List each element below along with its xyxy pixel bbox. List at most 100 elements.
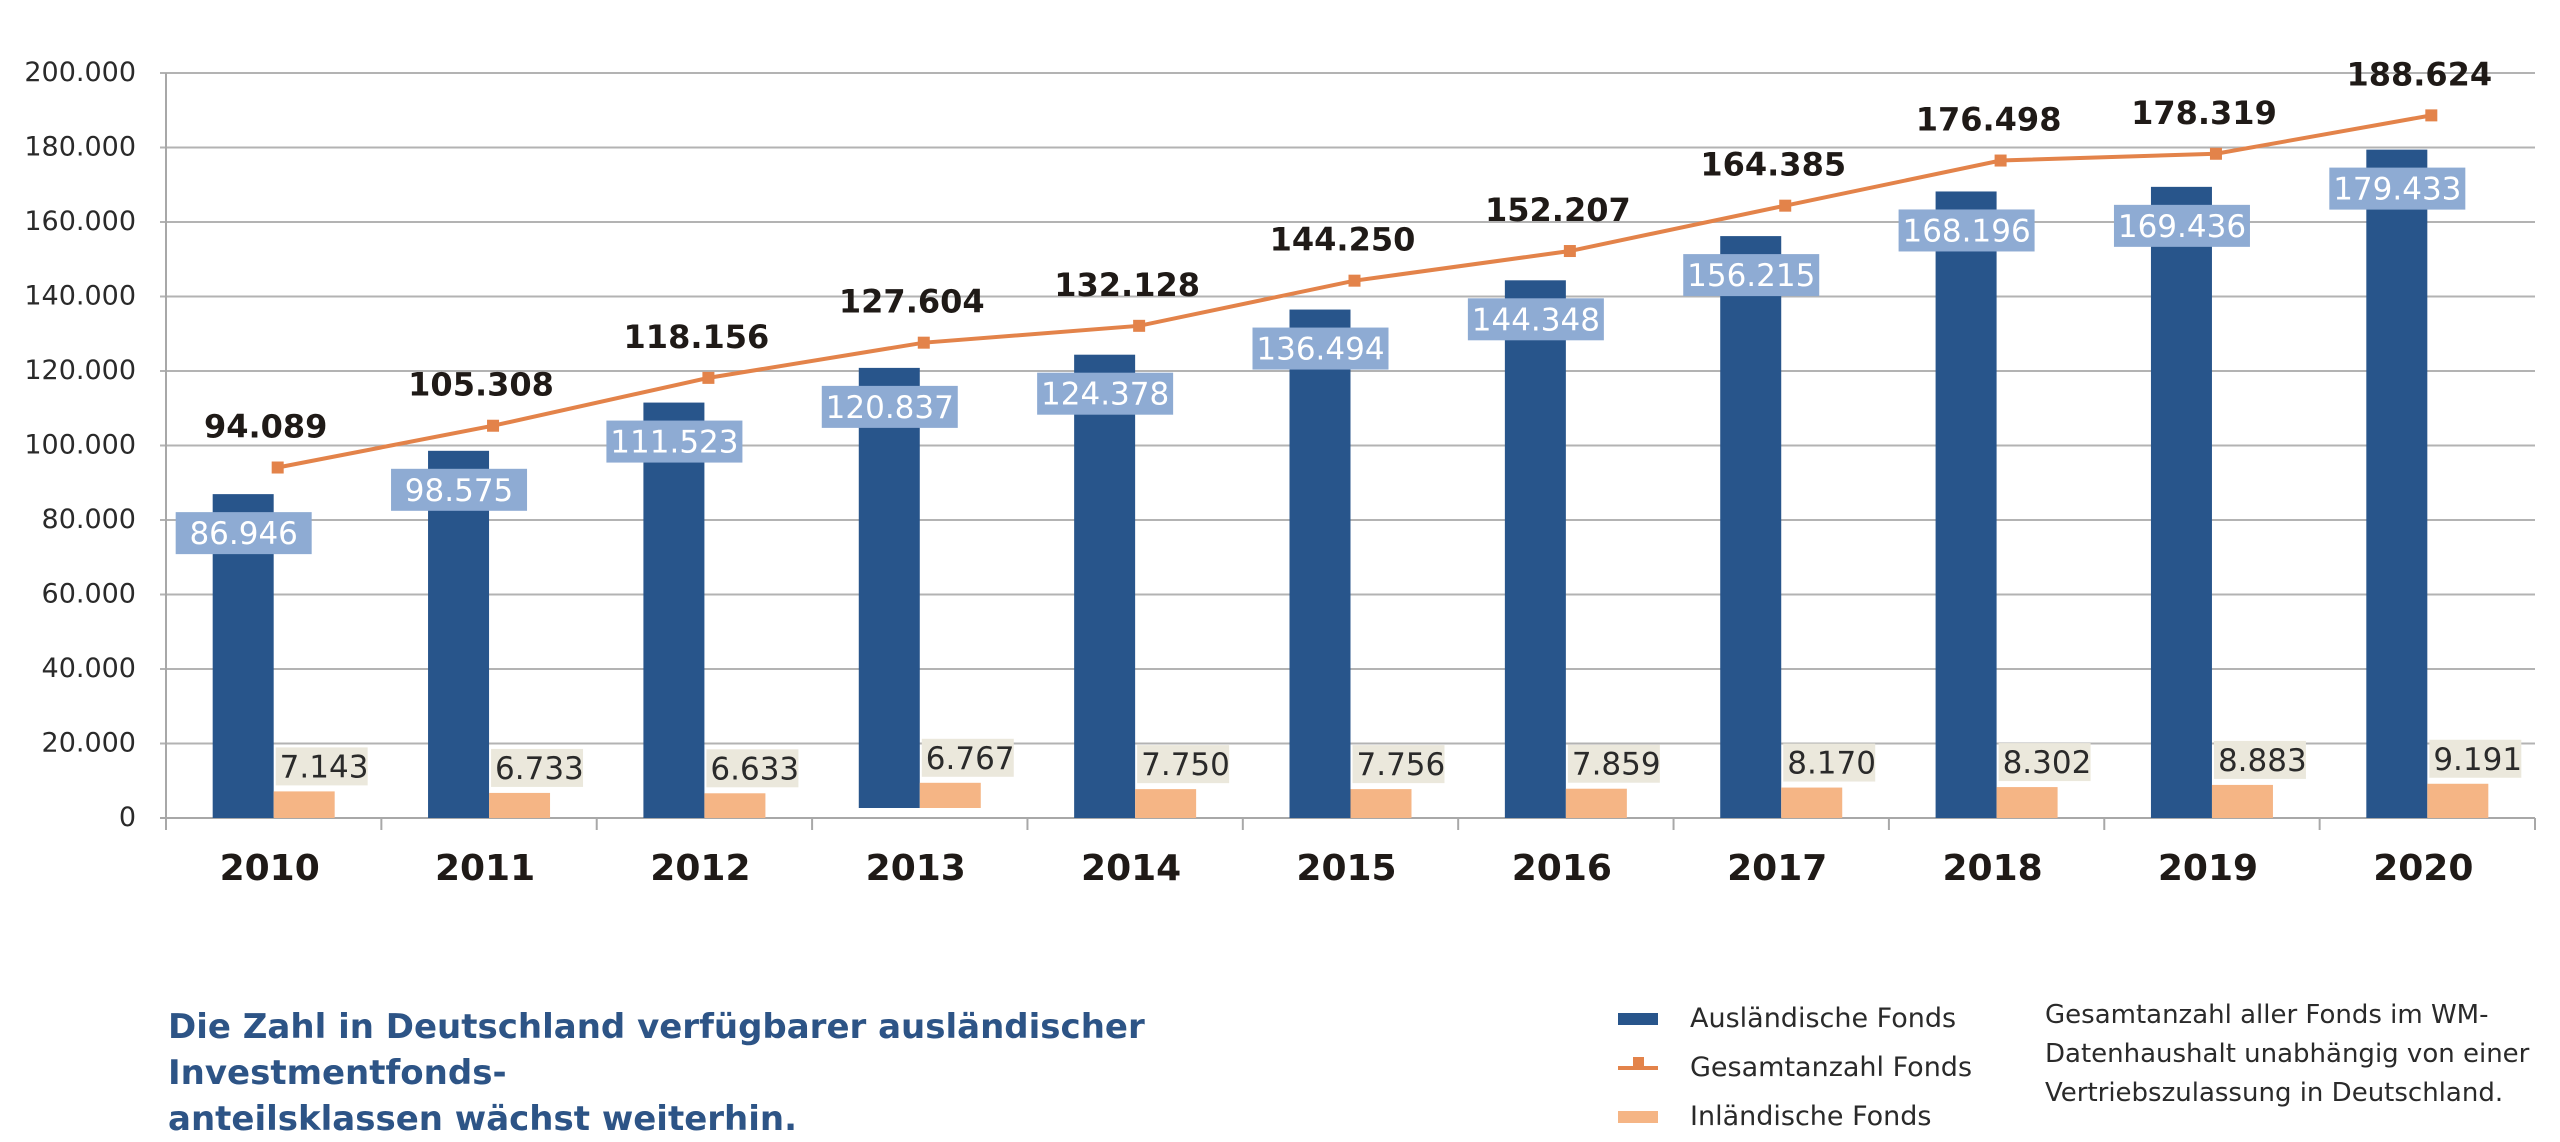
y-axis-ticks: 0 20.000 40.000 60.000 80.000 100.000 120.000 1…	[24, 57, 136, 833]
bar-domestic-funds	[273, 791, 335, 818]
y-tick-label: 100.000	[24, 430, 136, 461]
y-tick-label: 60.000	[42, 579, 136, 610]
total-value-label: 118.156	[624, 318, 770, 356]
domestic-value-label: 9.191	[2433, 742, 2522, 778]
domestic-value-label: 6.633	[710, 751, 799, 787]
bar-domestic-funds	[1135, 789, 1197, 818]
domestic-label-box	[1567, 744, 1660, 783]
bar-domestic-funds	[1996, 787, 2058, 818]
x-axis-ticks: 2010 2011 2012 2013 2014 2015 2016 2017 2018 2019…	[220, 848, 2474, 889]
domestic-value-label: 6.733	[495, 751, 584, 787]
foreign-label-box	[606, 420, 743, 463]
footnote: Gesamtanzahl aller Fonds im WM- Datenhau…	[2045, 996, 2560, 1113]
bar-foreign-funds	[2366, 149, 2428, 819]
total-funds-marker	[917, 336, 930, 349]
foreign-value-label: 124.378	[1041, 377, 1169, 413]
total-funds-line	[277, 113, 2432, 470]
foreign-value-label: 168.196	[1902, 213, 2030, 249]
x-tick-label: 2017	[1727, 848, 1827, 889]
foreign-label-box	[1037, 372, 1174, 415]
bar-domestic-funds	[704, 793, 766, 818]
domestic-value-label: 7.143	[280, 749, 369, 785]
foreign-label-box	[175, 512, 312, 555]
bar-foreign-funds	[1504, 280, 1566, 818]
y-tick-label: 120.000	[24, 355, 136, 386]
foreign-value-label: 144.348	[1472, 302, 1600, 338]
footnote-line-1: Gesamtanzahl aller Fonds im WM-	[2045, 1000, 2489, 1030]
total-funds-marker	[487, 419, 500, 432]
y-tick-label: 40.000	[42, 653, 136, 684]
total-value-label: 144.250	[1270, 221, 1416, 259]
total-value-label: 164.385	[1700, 146, 1846, 184]
domestic-label-box	[1352, 745, 1445, 784]
x-tick-label: 2018	[1942, 848, 2042, 889]
chart-headline: Die Zahl in Deutschland verfügbarer ausl…	[168, 1004, 1468, 1142]
total-value-label: 105.308	[408, 366, 554, 404]
x-tick-label: 2014	[1081, 848, 1181, 889]
foreign-value-label: 169.436	[2118, 209, 2246, 245]
combo-chart: 0 20.000 40.000 60.000 80.000 100.000 120.000 1…	[24, 55, 2536, 889]
total-value-label: 152.207	[1485, 191, 1631, 229]
x-tick-label: 2015	[1296, 848, 1396, 889]
footnote-line-2: Datenhaushalt unabhängig von einer	[2045, 1039, 2530, 1069]
total-value-label: 132.128	[1054, 266, 1200, 304]
legend-label: Gesamtanzahl Fonds	[1690, 1052, 1973, 1083]
legend-swatch-domestic-bar-icon	[1618, 1110, 1658, 1123]
foreign-label-box	[1898, 209, 2035, 252]
bar-foreign-funds	[1720, 236, 1782, 818]
bar-foreign-funds	[2150, 186, 2212, 819]
total-value-label: 127.604	[839, 283, 985, 321]
bar-foreign-funds	[1935, 191, 1997, 818]
legend-swatch-total-line-icon	[1618, 1056, 1658, 1074]
total-funds-marker	[2425, 109, 2438, 122]
domestic-value-label: 7.859	[1572, 747, 1661, 783]
headline-line-2: anteilsklassen wächst weiterhin.	[168, 1099, 798, 1139]
bars	[212, 149, 2489, 819]
foreign-value-label: 120.837	[826, 390, 954, 426]
y-tick-label: 160.000	[24, 206, 136, 237]
x-tick-label: 2016	[1512, 848, 1612, 889]
domestic-value-label: 8.883	[2218, 743, 2307, 779]
domestic-value-label: 8.170	[1787, 746, 1876, 782]
foreign-value-label: 179.433	[2333, 172, 2461, 208]
data-labels: 86.946 7.143 98.575 6.733 111.523 6.633 120.83…	[175, 55, 2522, 788]
domestic-label-box	[2429, 739, 2522, 778]
total-value-label: 178.319	[2131, 94, 2277, 132]
total-funds-marker	[2209, 147, 2222, 160]
domestic-label-box	[1783, 743, 1876, 782]
foreign-value-label: 86.946	[189, 516, 297, 552]
bar-domestic-funds	[489, 792, 551, 818]
total-value-label: 176.498	[1916, 101, 2062, 139]
legend-item-total-funds: Gesamtanzahl Fonds	[1618, 1043, 1972, 1092]
foreign-value-label: 136.494	[1256, 332, 1384, 368]
foreign-label-box	[2113, 204, 2250, 247]
legend-label: Ausländische Fonds	[1690, 1003, 1957, 1034]
total-value-label: 94.089	[204, 408, 327, 446]
foreign-label-box	[1683, 254, 1820, 297]
bar-domestic-funds	[1781, 787, 1843, 818]
x-tick-label: 2010	[220, 848, 320, 889]
domestic-label-box	[706, 749, 799, 788]
bar-domestic-funds	[919, 782, 981, 808]
bar-foreign-funds	[643, 402, 705, 818]
total-funds-marker	[702, 371, 715, 384]
domestic-label-box	[2213, 740, 2306, 779]
y-tick-label: 0	[119, 802, 136, 833]
foreign-label-box	[1467, 298, 1604, 341]
legend-item-foreign-funds: Ausländische Fonds	[1618, 994, 1972, 1043]
y-tick-label: 200.000	[24, 57, 136, 88]
bar-foreign-funds	[858, 367, 920, 808]
domestic-label-box	[275, 747, 368, 786]
domestic-label-box	[921, 738, 1014, 777]
bar-foreign-funds	[1074, 354, 1136, 818]
domestic-value-label: 7.756	[1357, 747, 1446, 783]
domestic-label-box	[1137, 745, 1230, 784]
foreign-value-label: 98.575	[405, 473, 513, 509]
domestic-label-box	[1998, 743, 2091, 782]
total-line	[271, 109, 2438, 474]
legend: Ausländische Fonds Gesamtanzahl Fonds In…	[1618, 994, 1972, 1141]
x-tick-label: 2020	[2373, 848, 2473, 889]
foreign-label-box	[821, 385, 958, 428]
total-funds-marker	[1994, 154, 2007, 167]
headline-line-1: Die Zahl in Deutschland verfügbarer ausl…	[168, 1007, 1145, 1093]
